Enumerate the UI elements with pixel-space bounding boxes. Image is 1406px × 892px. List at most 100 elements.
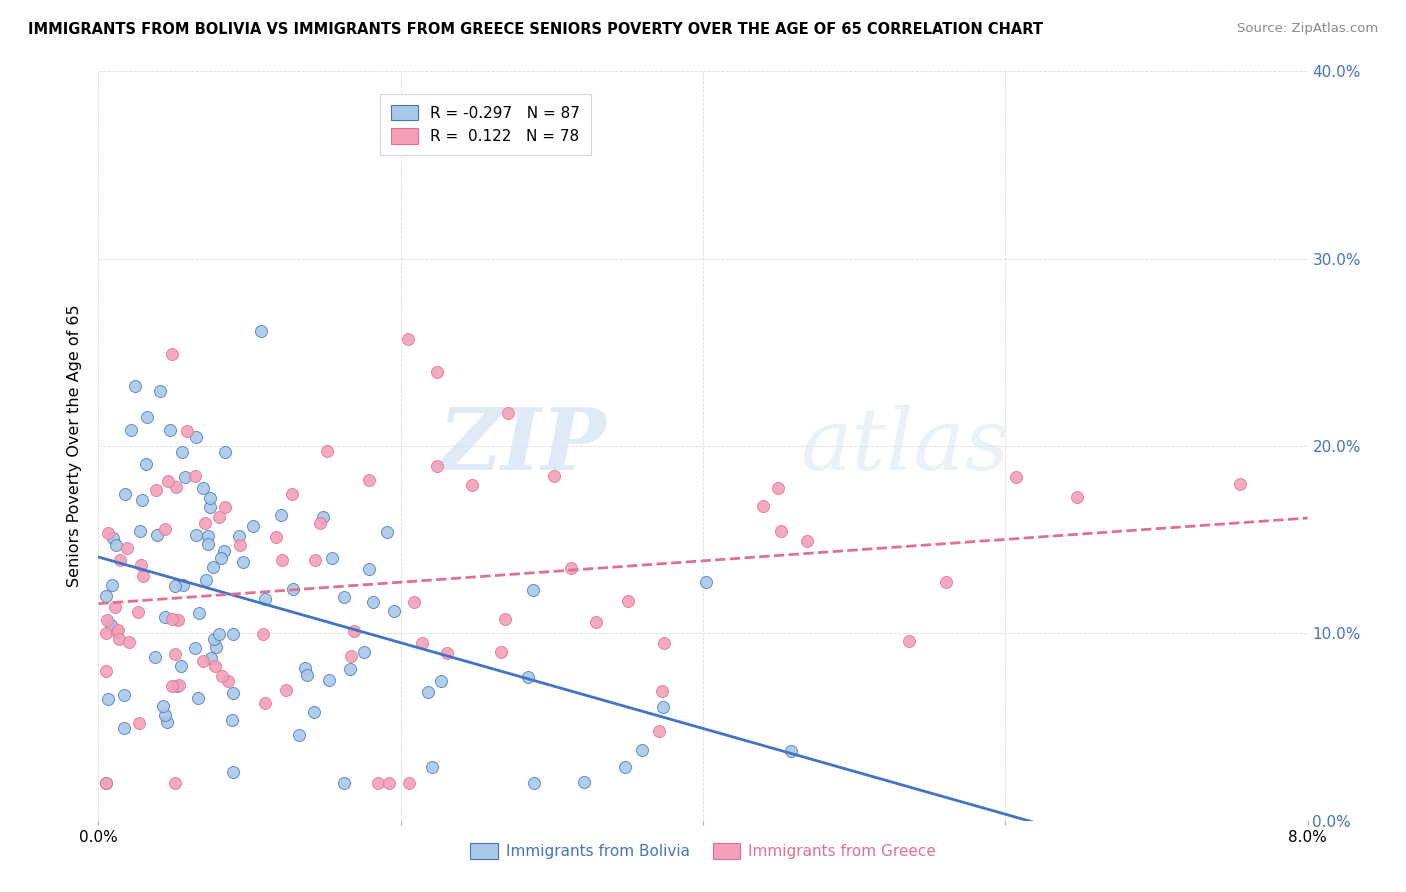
Point bbox=[202, 632, 225, 646]
Point bbox=[253, 591, 276, 606]
Point bbox=[129, 524, 152, 538]
Point bbox=[108, 632, 131, 647]
Point bbox=[184, 640, 207, 655]
Point bbox=[422, 760, 444, 774]
Point bbox=[197, 537, 219, 551]
Point bbox=[214, 445, 236, 459]
Point bbox=[340, 649, 363, 664]
Point bbox=[264, 530, 287, 544]
Point bbox=[353, 645, 375, 659]
Point bbox=[651, 683, 673, 698]
Point bbox=[752, 500, 775, 514]
Point bbox=[897, 634, 920, 648]
Point bbox=[174, 469, 197, 483]
Point bbox=[163, 647, 186, 661]
Point bbox=[221, 765, 243, 780]
Point bbox=[94, 589, 117, 603]
Point bbox=[436, 646, 458, 660]
Point bbox=[769, 524, 792, 538]
Point bbox=[155, 522, 177, 536]
Point bbox=[304, 553, 326, 567]
Point bbox=[378, 776, 401, 790]
Point bbox=[935, 574, 957, 589]
Point bbox=[523, 776, 546, 790]
Point bbox=[105, 625, 128, 640]
Point bbox=[127, 606, 149, 620]
Point bbox=[155, 707, 177, 722]
Point bbox=[308, 516, 330, 531]
Point bbox=[128, 715, 150, 730]
Point bbox=[166, 679, 188, 693]
Point bbox=[572, 775, 595, 789]
Point bbox=[214, 500, 236, 514]
Point bbox=[166, 613, 188, 627]
Point bbox=[367, 776, 389, 790]
Point bbox=[560, 561, 582, 575]
Point bbox=[396, 332, 419, 346]
Point bbox=[104, 537, 127, 551]
Point bbox=[97, 526, 120, 541]
Point bbox=[208, 626, 231, 640]
Point bbox=[191, 654, 214, 668]
Point bbox=[276, 682, 298, 697]
Point bbox=[252, 627, 274, 641]
Point bbox=[188, 606, 211, 620]
Point bbox=[155, 610, 177, 624]
Point bbox=[112, 721, 135, 735]
Point bbox=[418, 685, 440, 699]
Point bbox=[176, 424, 198, 438]
Point bbox=[212, 544, 235, 558]
Point bbox=[1229, 477, 1251, 491]
Point bbox=[94, 664, 117, 678]
Point bbox=[616, 594, 638, 608]
Point bbox=[131, 492, 153, 507]
Point bbox=[152, 698, 174, 713]
Point bbox=[146, 527, 169, 541]
Point bbox=[294, 661, 316, 675]
Point bbox=[201, 559, 224, 574]
Point bbox=[208, 510, 231, 524]
Point bbox=[543, 469, 565, 483]
Point bbox=[651, 700, 673, 714]
Point bbox=[270, 508, 292, 523]
Point bbox=[647, 723, 669, 738]
Point bbox=[333, 776, 356, 790]
Point bbox=[357, 473, 380, 487]
Point bbox=[652, 636, 675, 650]
Point bbox=[496, 406, 519, 420]
Point bbox=[172, 444, 194, 458]
Point bbox=[184, 430, 207, 444]
Point bbox=[165, 776, 187, 790]
Legend: Immigrants from Bolivia, Immigrants from Greece: Immigrants from Bolivia, Immigrants from… bbox=[464, 838, 942, 865]
Point bbox=[118, 635, 141, 649]
Point bbox=[120, 423, 142, 437]
Point bbox=[288, 728, 311, 742]
Point bbox=[585, 615, 607, 629]
Point bbox=[242, 519, 264, 533]
Point bbox=[163, 579, 186, 593]
Point bbox=[104, 600, 127, 615]
Point bbox=[332, 590, 354, 604]
Point bbox=[184, 469, 207, 483]
Point bbox=[211, 669, 233, 683]
Point bbox=[613, 760, 636, 774]
Text: IMMIGRANTS FROM BOLIVIA VS IMMIGRANTS FROM GREECE SENIORS POVERTY OVER THE AGE O: IMMIGRANTS FROM BOLIVIA VS IMMIGRANTS FR… bbox=[28, 22, 1043, 37]
Point bbox=[281, 582, 304, 596]
Point bbox=[205, 640, 228, 654]
Point bbox=[232, 555, 254, 569]
Point bbox=[143, 649, 166, 664]
Point bbox=[165, 481, 187, 495]
Point bbox=[522, 583, 544, 598]
Point bbox=[221, 713, 243, 727]
Point bbox=[361, 595, 384, 609]
Point bbox=[112, 688, 135, 702]
Text: atlas: atlas bbox=[800, 405, 1010, 487]
Point bbox=[172, 577, 194, 591]
Y-axis label: Seniors Poverty Over the Age of 65: Seniors Poverty Over the Age of 65 bbox=[67, 305, 83, 587]
Point bbox=[204, 659, 226, 673]
Point bbox=[779, 744, 801, 758]
Point bbox=[796, 534, 818, 549]
Point bbox=[398, 776, 420, 790]
Point bbox=[160, 347, 183, 361]
Point bbox=[517, 670, 540, 684]
